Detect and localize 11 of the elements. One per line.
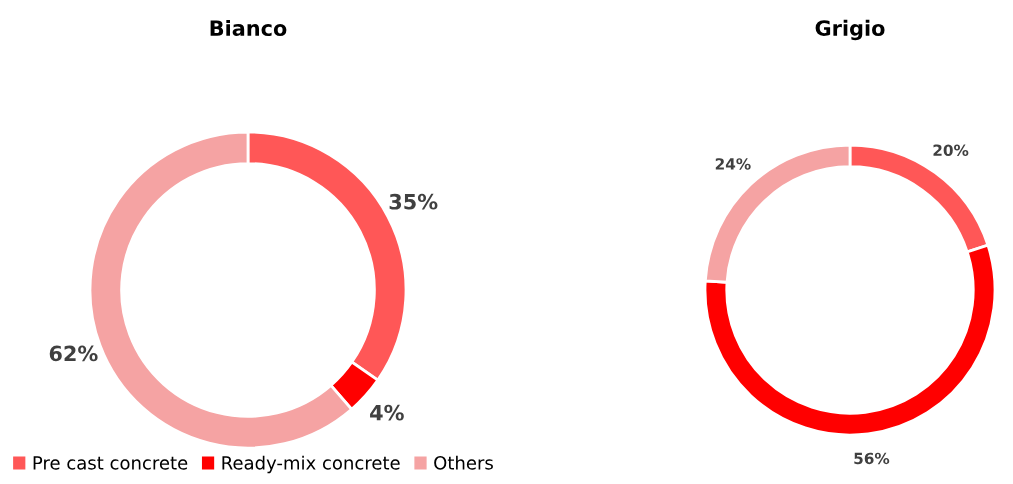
data-label: 62% — [49, 345, 98, 362]
data-label: 20% — [933, 144, 969, 157]
data-label: 4% — [370, 404, 404, 421]
data-label: 56% — [854, 452, 890, 465]
legend-label: Ready-mix concrete — [222, 455, 400, 474]
legend-label: Others — [434, 455, 493, 470]
data-label: 35% — [389, 193, 438, 210]
chart-title: Bianco — [210, 19, 287, 37]
legend-label: Pre cast concrete — [33, 456, 188, 470]
data-label: 24% — [715, 158, 751, 170]
chart-title: Grigio — [815, 19, 885, 41]
